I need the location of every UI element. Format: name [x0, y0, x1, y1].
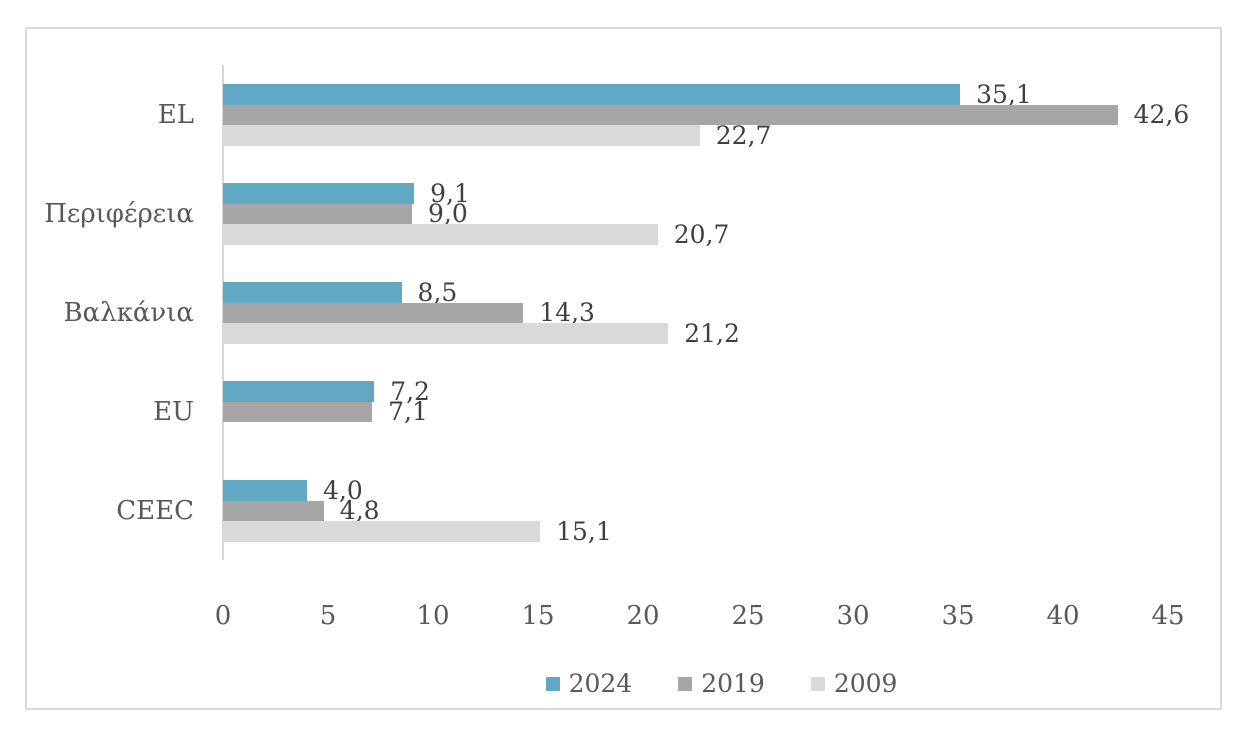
bar-2024-EU [223, 381, 375, 402]
data-label-2009-CEEC: 15,1 [556, 516, 612, 546]
data-label-2019-Περιφέρεια: 9,0 [428, 199, 468, 229]
data-label-2009-EL: 22,7 [715, 120, 772, 150]
bar-2009-EL [223, 125, 700, 146]
data-label-2009-Βαλκάνια: 21,2 [684, 318, 740, 348]
category-label: EU [153, 396, 194, 427]
legend: 2024 2019 2009 [223, 669, 1220, 698]
x-tick-label: 45 [1151, 601, 1185, 631]
bar-2024-CEEC [223, 480, 307, 501]
legend-label: 2019 [701, 669, 765, 698]
x-tick-label: 15 [521, 601, 555, 631]
x-tick-label: 30 [836, 601, 870, 631]
category-label: Βαλκάνια [63, 297, 194, 328]
category-label: Περιφέρεια [44, 198, 194, 229]
bar-2019-EL [223, 104, 1118, 125]
bar-2009-Περιφέρεια [223, 224, 658, 245]
data-label-2009-Περιφέρεια: 20,7 [673, 219, 730, 249]
bar-2019-Βαλκάνια [223, 302, 524, 323]
category-label: CEEC [116, 495, 194, 526]
legend-swatch-icon [810, 676, 825, 691]
bar-2019-CEEC [223, 500, 324, 521]
legend-item-2024: 2024 [545, 669, 633, 698]
bar-2019-EU [223, 401, 373, 422]
bar-2024-Βαλκάνια [223, 282, 402, 303]
data-label-2024-EU: 7,2 [390, 376, 430, 406]
legend-item-2019: 2019 [678, 669, 765, 698]
data-label-2024-Περιφέρεια: 9,1 [430, 178, 470, 208]
bar-2009-Βαλκάνια [223, 323, 669, 344]
x-tick-label: 5 [319, 601, 337, 631]
legend-swatch-icon [678, 676, 693, 691]
legend-swatch-icon [545, 676, 560, 691]
data-label-2024-CEEC: 4,0 [323, 475, 363, 505]
bar-2024-Περιφέρεια [223, 183, 415, 204]
data-label-2024-Βαλκάνια: 8,5 [417, 277, 458, 307]
data-label-2024-EL: 35,1 [976, 79, 1032, 109]
bar-2024-EL [223, 84, 961, 105]
data-label-2019-EL: 42,6 [1133, 100, 1190, 130]
x-tick-label: 0 [214, 601, 232, 631]
plot-area: 35,1 42,6 22,7 9,1 9,0 20,7 8,5 14,3 21,2 7,2 7,1 4… [27, 29, 1220, 708]
legend-item-2009: 2009 [810, 669, 898, 698]
x-tick-label: 20 [626, 601, 660, 631]
x-tick-label: 35 [941, 601, 975, 631]
data-label-2019-Βαλκάνια: 14,3 [539, 298, 595, 328]
bar-2009-CEEC [223, 521, 541, 542]
category-label: EL [157, 99, 194, 130]
x-tick-label: 40 [1046, 601, 1080, 631]
legend-label: 2024 [568, 669, 633, 698]
data-label-2019-EU: 7,1 [388, 397, 428, 427]
legend-label: 2009 [833, 669, 898, 698]
chart-area: 35,1 42,6 22,7 9,1 9,0 20,7 8,5 14,3 21,2 7,2 7,1 4… [25, 27, 1222, 710]
data-label-2019-CEEC: 4,8 [339, 496, 380, 526]
bar-2019-Περιφέρεια [223, 203, 412, 224]
x-tick-label: 10 [416, 601, 450, 631]
x-tick-label: 25 [731, 601, 765, 631]
